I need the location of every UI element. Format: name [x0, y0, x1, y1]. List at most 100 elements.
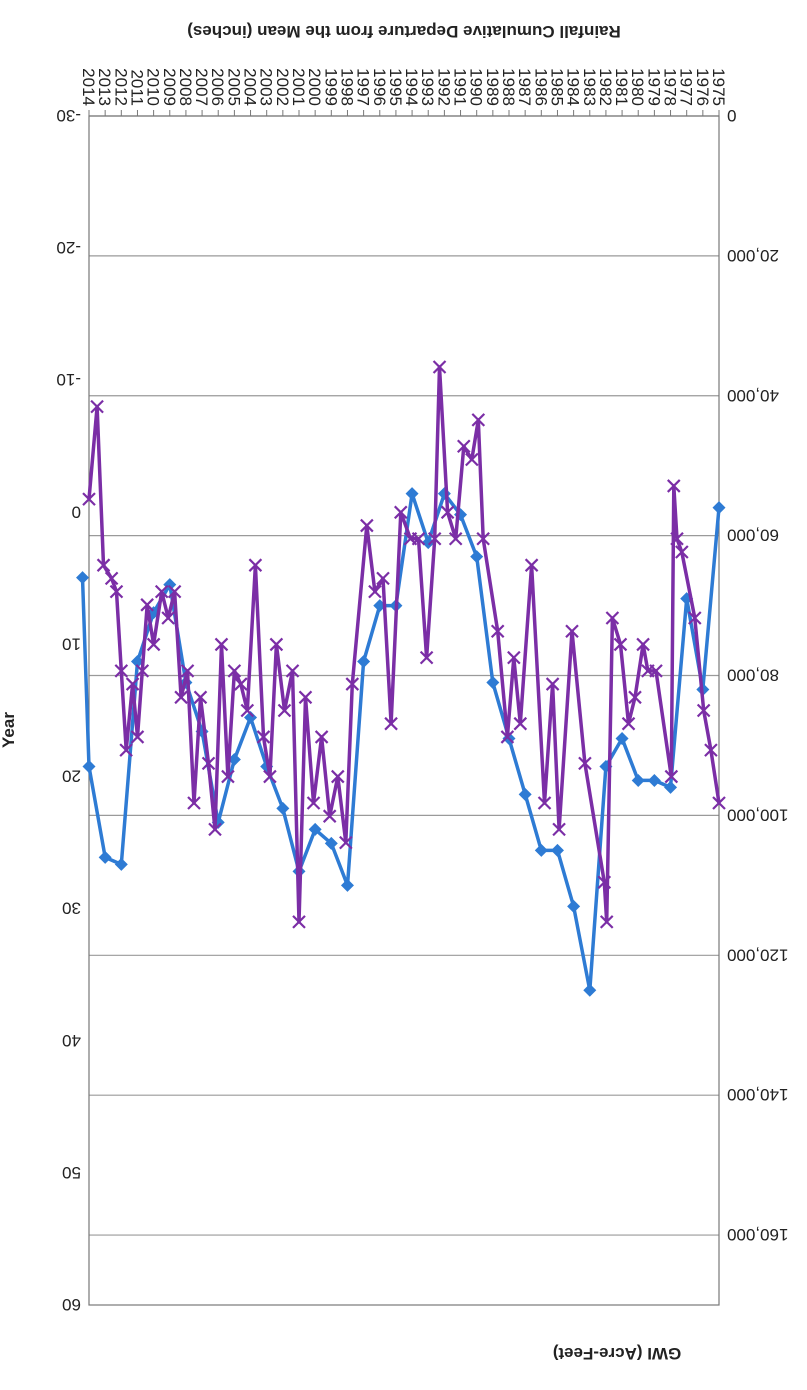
data-point — [376, 571, 390, 586]
data-point — [193, 690, 208, 705]
data-point — [513, 716, 528, 731]
gridlines — [89, 115, 719, 1236]
x-axis-tick-label: 1980 — [628, 68, 647, 106]
data-point — [227, 752, 241, 766]
x-axis-tick-label: 2011 — [127, 69, 146, 106]
data-point — [432, 360, 447, 374]
data-point — [440, 505, 455, 520]
x-axis-tick-label: 2009 — [160, 68, 179, 106]
data-point — [324, 836, 338, 850]
data-point — [269, 637, 284, 652]
data-point — [98, 850, 112, 864]
right-axis-ticks: -30 -20 -10 0 10 20 30 40 50 60 — [56, 106, 81, 1314]
data-point — [277, 703, 292, 718]
data-point — [167, 584, 182, 599]
data-point — [597, 875, 612, 890]
data-point — [534, 843, 548, 857]
data-point — [545, 677, 560, 691]
data-point — [308, 822, 322, 836]
x-axis-tick-label: 1987 — [515, 68, 534, 106]
x-axis-tick-label: 2001 — [289, 68, 308, 106]
right-axis-title: Rainfall Cumulative Departure from the M… — [187, 22, 621, 41]
left-axis-tick-label: 60,000 — [727, 526, 779, 545]
data-point — [550, 843, 564, 857]
data-point — [405, 487, 419, 501]
data-point — [647, 773, 661, 787]
x-axis-tick-label: 1986 — [531, 68, 550, 106]
data-point — [578, 756, 592, 771]
data-point — [664, 780, 678, 794]
data-point — [130, 655, 144, 669]
x-axis-tick-label: 2008 — [176, 68, 195, 106]
x-axis-tick-label: 1998 — [337, 68, 356, 106]
x-axis-tick-label: 1982 — [596, 68, 615, 106]
x-axis-tick-label: 1999 — [321, 68, 340, 106]
data-point — [628, 690, 642, 705]
data-point — [518, 787, 532, 801]
data-point — [360, 518, 374, 533]
data-point — [696, 703, 711, 718]
data-point — [712, 796, 726, 810]
data-point — [456, 439, 471, 454]
data-point — [298, 690, 313, 705]
data-point — [146, 637, 161, 652]
data-point — [465, 452, 479, 467]
x-axis-tick-label: 2006 — [208, 68, 227, 106]
data-point — [636, 637, 650, 652]
data-point — [130, 730, 145, 744]
data-point — [187, 796, 201, 810]
series-layer — [76, 360, 726, 997]
data-point — [393, 505, 408, 520]
data-point — [345, 677, 360, 691]
x-axis-tick-label: 1993 — [418, 68, 437, 106]
right-axis-tick-label: 40 — [62, 1031, 81, 1050]
series-1 — [76, 487, 726, 997]
right-axis-tick-label: 20 — [62, 767, 81, 786]
data-point — [109, 584, 124, 599]
data-point — [384, 716, 398, 731]
x-axis-tick-label: 1995 — [386, 68, 405, 106]
data-point — [135, 664, 150, 678]
data-point — [314, 730, 329, 744]
x-axis-title: Year — [0, 712, 18, 748]
data-point — [104, 571, 119, 586]
left-axis-tick-label: 0 — [727, 106, 736, 125]
data-point — [524, 558, 539, 572]
data-point — [471, 413, 486, 427]
data-point — [244, 710, 258, 724]
data-point — [427, 531, 442, 546]
data-point — [664, 769, 679, 784]
data-point — [154, 584, 169, 599]
data-point — [256, 730, 271, 744]
data-point — [248, 558, 263, 572]
x-axis-tick-label: 1977 — [677, 68, 696, 106]
data-point — [214, 637, 229, 652]
data-point — [240, 703, 255, 718]
data-point — [641, 664, 655, 678]
left-axis-tick-label: 40,000 — [727, 386, 779, 405]
right-axis-tick-label: 50 — [62, 1163, 81, 1182]
data-point — [470, 550, 484, 564]
x-axis-tick-label: 1988 — [499, 68, 518, 106]
data-point — [76, 571, 90, 585]
data-point — [96, 558, 111, 572]
data-point — [82, 492, 96, 506]
x-axis-tick-label: 1976 — [693, 68, 712, 106]
data-point — [565, 624, 579, 639]
x-axis-tick-label: 1997 — [354, 68, 373, 106]
left-axis-title: GWI (Acre-Feet) — [553, 1344, 681, 1363]
x-axis-tick-label: 1989 — [483, 68, 502, 106]
x-axis-tick-label: 1979 — [644, 68, 663, 106]
data-point — [322, 809, 337, 823]
data-point — [675, 545, 689, 559]
left-axis-tick-label: 160,000 — [727, 1225, 788, 1244]
right-axis-tick-label: -10 — [56, 370, 81, 389]
data-point — [583, 983, 597, 997]
data-point — [340, 878, 354, 892]
data-point — [174, 690, 188, 705]
data-point — [687, 611, 702, 625]
x-axis-ticks: 1975197619771978197919801981198219831984… — [79, 68, 728, 116]
x-axis-tick-label: 2000 — [305, 68, 324, 106]
data-point — [119, 743, 133, 757]
